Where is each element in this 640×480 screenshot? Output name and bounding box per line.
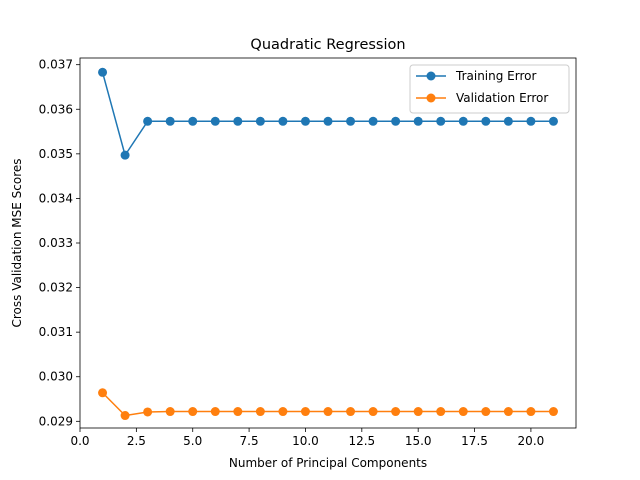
series-layer — [98, 67, 558, 421]
validation-error-point — [300, 407, 310, 417]
validation-error-point — [98, 388, 108, 398]
y-tick-label: 0.033 — [39, 236, 73, 250]
validation-error-point — [165, 407, 175, 417]
x-axis-label: Number of Principal Components — [229, 456, 427, 470]
validation-error-point — [188, 407, 198, 417]
y-tick-label: 0.030 — [39, 370, 73, 384]
legend-marker-validation — [426, 93, 436, 103]
training-error-point — [391, 116, 401, 126]
training-error-point — [120, 150, 130, 160]
training-error-point — [481, 116, 491, 126]
training-error-point — [300, 116, 310, 126]
validation-error-point — [278, 407, 288, 417]
validation-error-point — [503, 407, 513, 417]
validation-error-point — [548, 407, 558, 417]
validation-error-point — [120, 411, 130, 421]
training-error-point — [210, 116, 220, 126]
y-tick-label: 0.034 — [39, 191, 73, 205]
validation-error-point — [481, 407, 491, 417]
y-axis-label: Cross Validation MSE Scores — [10, 158, 24, 327]
validation-error-point — [233, 407, 243, 417]
training-error-point — [98, 67, 108, 77]
validation-error-point — [210, 407, 220, 417]
training-error-point — [255, 116, 265, 126]
training-error-point — [323, 116, 333, 126]
y-tick-label: 0.035 — [39, 147, 73, 161]
training-error-point — [458, 116, 468, 126]
y-tick-label: 0.031 — [39, 325, 73, 339]
legend-label-validation: Validation Error — [456, 91, 548, 105]
x-tick-label: 0.0 — [70, 434, 89, 448]
y-tick-label: 0.037 — [39, 58, 73, 72]
training-error-point — [413, 116, 423, 126]
y-tick-label: 0.032 — [39, 281, 73, 295]
x-tick-label: 15.0 — [405, 434, 432, 448]
validation-error-point — [346, 407, 356, 417]
validation-error-point — [143, 407, 153, 417]
training-error-point — [143, 116, 153, 126]
training-error-point — [503, 116, 513, 126]
validation-error-point — [436, 407, 446, 417]
training-error-point — [526, 116, 536, 126]
validation-error-point — [255, 407, 265, 417]
axis-ticks: 0.0 2.5 5.0 7.5 10.0 12.5 15.0 17.5 20.0 0.029 0.0… — [39, 58, 545, 448]
validation-error-point — [391, 407, 401, 417]
y-tick-label: 0.029 — [39, 414, 73, 428]
validation-error-point — [526, 407, 536, 417]
x-tick-label: 12.5 — [348, 434, 375, 448]
x-tick-label: 20.0 — [518, 434, 545, 448]
validation-error-point — [413, 407, 423, 417]
training-error-point — [368, 116, 378, 126]
training-error-point — [165, 116, 175, 126]
x-tick-label: 10.0 — [292, 434, 319, 448]
legend: Training Error Validation Error — [409, 64, 570, 114]
legend-marker-training — [426, 71, 436, 81]
validation-error-point — [458, 407, 468, 417]
training-error-point — [436, 116, 446, 126]
x-tick-label: 2.5 — [127, 434, 146, 448]
legend-box — [409, 64, 570, 114]
legend-label-training: Training Error — [455, 69, 536, 83]
chart-title: Quadratic Regression — [250, 37, 405, 53]
x-tick-label: 7.5 — [240, 434, 259, 448]
validation-error-point — [323, 407, 333, 417]
training-error-point — [233, 116, 243, 126]
plot-frame — [79, 57, 577, 429]
training-error-point — [188, 116, 198, 126]
validation-error-point — [368, 407, 378, 417]
training-error-point — [278, 116, 288, 126]
y-tick-label: 0.036 — [39, 102, 73, 116]
training-error-point — [548, 116, 558, 126]
x-tick-label: 17.5 — [461, 434, 488, 448]
x-tick-label: 5.0 — [183, 434, 202, 448]
training-error-point — [346, 116, 356, 126]
